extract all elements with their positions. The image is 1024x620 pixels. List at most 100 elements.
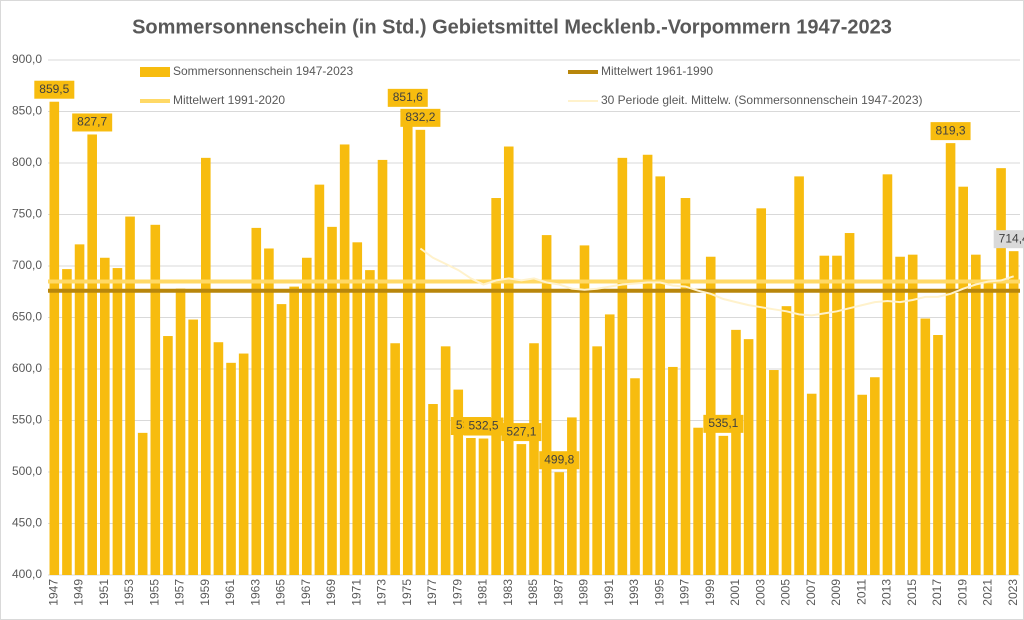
value-label: 535,1 [708, 416, 738, 430]
bar [819, 255, 830, 575]
value-label: 819,3 [936, 123, 966, 137]
x-tick-label: 1999 [703, 579, 717, 606]
bar [781, 306, 792, 575]
bar [743, 339, 754, 575]
bar [365, 270, 375, 575]
moving-average-line [419, 247, 1015, 317]
bar [87, 134, 97, 575]
bar [49, 101, 60, 575]
bar [503, 146, 514, 575]
y-tick-label: 600,0 [12, 361, 42, 375]
value-label: 499,8 [544, 452, 574, 466]
y-tick-label: 850,0 [12, 104, 42, 118]
x-tick-label: 2019 [955, 579, 969, 606]
bar [567, 417, 577, 575]
value-label-box [463, 417, 504, 436]
bar [604, 314, 615, 575]
x-tick-label: 1967 [299, 579, 313, 606]
bar [339, 144, 350, 575]
bar [200, 157, 211, 575]
y-tick-label: 800,0 [12, 155, 42, 169]
y-tick-label: 700,0 [12, 258, 42, 272]
x-tick-label: 2013 [880, 579, 894, 606]
bar [466, 438, 476, 575]
bar [693, 427, 703, 575]
x-tick-label: 1955 [147, 579, 161, 606]
x-tick-label: 1993 [627, 579, 641, 606]
y-tick-label: 500,0 [12, 464, 42, 478]
x-tick-label: 2003 [753, 579, 767, 606]
bar [440, 346, 451, 575]
bar [996, 168, 1006, 575]
value-label-box [930, 122, 971, 141]
y-tick-label: 900,0 [12, 52, 42, 66]
bar [251, 227, 262, 575]
value-label-box [387, 88, 428, 107]
x-tick-label: 1953 [122, 579, 136, 606]
legend-label: Mittelwert 1991-2020 [173, 93, 285, 107]
bar [428, 404, 438, 575]
bar [655, 176, 666, 575]
bar [907, 254, 918, 576]
bar [756, 208, 767, 575]
x-tick-label: 1981 [476, 579, 490, 606]
bar [188, 319, 198, 575]
bar [112, 268, 123, 575]
x-tick-label: 2009 [829, 579, 843, 606]
x-tick-label: 1997 [678, 579, 692, 606]
bar [920, 318, 931, 575]
x-tick-label: 1957 [173, 579, 187, 606]
bar [163, 336, 173, 575]
bar [377, 159, 388, 575]
bar [592, 346, 602, 575]
x-tick-label: 1975 [400, 579, 414, 606]
x-tick-label: 1961 [223, 579, 237, 606]
bar [516, 444, 527, 575]
x-tick-label: 1983 [501, 579, 515, 606]
y-tick-label: 750,0 [12, 207, 42, 221]
x-tick-label: 1991 [602, 579, 616, 606]
value-label-box [72, 113, 113, 132]
bar [983, 283, 994, 575]
legend-label: 30 Periode gleit. Mittelw. (Sommersonnen… [601, 93, 923, 107]
bar [731, 329, 741, 575]
bar [870, 377, 880, 575]
x-tick-label: 1987 [551, 579, 565, 606]
bar [314, 184, 325, 575]
bar [327, 226, 337, 576]
bar [630, 378, 640, 575]
value-label: 827,7 [77, 115, 107, 129]
bar [642, 154, 653, 575]
bar [125, 216, 135, 575]
x-tick-label: 2005 [779, 579, 793, 606]
bar [844, 233, 855, 576]
value-label-box [501, 423, 542, 442]
bar [1008, 251, 1019, 575]
bar [832, 255, 842, 575]
bar [301, 257, 312, 575]
bar [150, 224, 161, 576]
value-label: 532,5 [468, 419, 498, 433]
x-tick-label: 1949 [72, 579, 86, 606]
x-tick-label: 2021 [981, 579, 995, 606]
value-label: 832,2 [405, 110, 435, 124]
legend-swatch [140, 67, 170, 77]
bar [958, 186, 968, 575]
bar [971, 254, 981, 576]
value-label: 527,1 [506, 424, 536, 438]
x-tick-label: 2001 [728, 579, 742, 606]
bar [213, 342, 224, 575]
value-label: 859,5 [39, 82, 69, 96]
bar [390, 343, 400, 575]
bar [668, 366, 678, 575]
bar [74, 244, 85, 575]
x-tick-label: 1965 [274, 579, 288, 606]
x-tick-label: 2007 [804, 579, 818, 606]
bar [718, 435, 729, 575]
chart-title: Sommersonnenschein (in Std.) Gebietsmitt… [132, 16, 892, 38]
value-label: 851,6 [393, 90, 423, 104]
x-tick-label: 1969 [324, 579, 338, 606]
x-tick-label: 1985 [526, 579, 540, 606]
value-label-box [703, 414, 744, 433]
